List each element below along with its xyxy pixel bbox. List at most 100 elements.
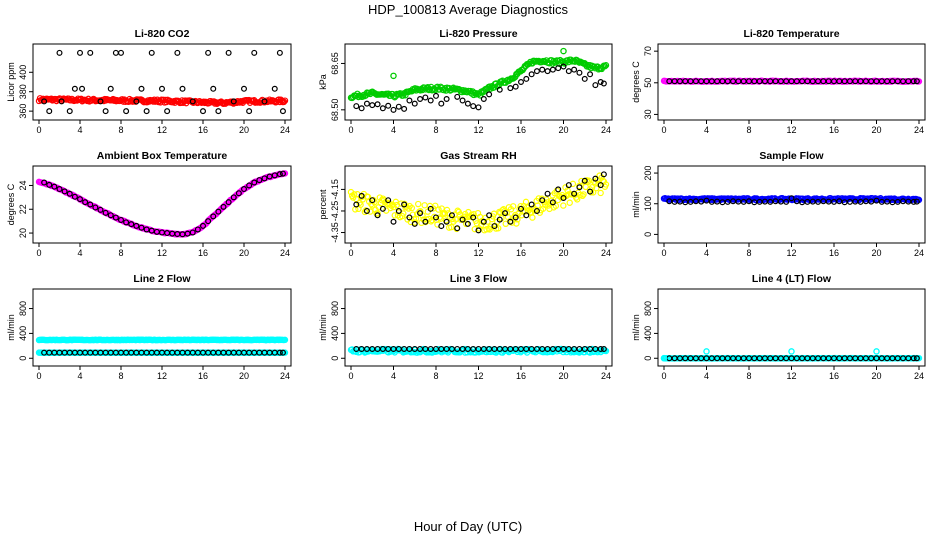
data-point <box>279 349 286 356</box>
x-tick-label: 24 <box>914 371 924 381</box>
data-point <box>507 85 514 92</box>
data-point <box>491 223 498 230</box>
data-point <box>565 182 572 189</box>
y-tick-label: 22 <box>18 204 28 214</box>
data-point <box>392 198 400 206</box>
y-tick-label: 800 <box>643 301 653 316</box>
data-point <box>385 197 392 204</box>
data-point <box>112 49 119 56</box>
plot-frame <box>32 43 292 121</box>
data-point <box>251 49 258 56</box>
x-tick-label: 12 <box>473 125 483 135</box>
x-tick-label: 8 <box>433 248 438 258</box>
y-tick-label: -4.15 <box>330 179 340 200</box>
data-point <box>417 95 424 102</box>
data-point <box>555 65 562 72</box>
data-point <box>408 204 416 212</box>
data-point <box>584 178 592 186</box>
x-tick-label: 8 <box>746 371 751 381</box>
x-tick-label: 0 <box>36 125 41 135</box>
x-tick-label: 8 <box>118 371 123 381</box>
series-averages <box>666 195 920 206</box>
data-point <box>433 92 440 99</box>
x-tick-label: 4 <box>704 371 709 381</box>
data-point <box>79 85 86 92</box>
data-point <box>421 202 428 209</box>
data-point <box>443 95 450 102</box>
y-tick-label: 24 <box>18 180 28 190</box>
data-point <box>471 225 478 233</box>
data-point <box>424 208 432 215</box>
data-point <box>783 198 790 205</box>
x-tick-label: 16 <box>829 125 839 135</box>
data-point <box>41 98 48 105</box>
data-point <box>470 103 477 110</box>
x-tick-label: 12 <box>786 125 796 135</box>
data-point <box>523 75 530 82</box>
data-point <box>486 91 493 98</box>
data-point <box>549 199 556 206</box>
x-tick-label: 0 <box>348 125 353 135</box>
data-layer <box>660 77 923 85</box>
data-point <box>179 85 186 92</box>
y-tick-label: 800 <box>330 301 340 316</box>
data-point <box>374 210 381 217</box>
series-averages <box>353 63 607 113</box>
data-point <box>138 224 145 231</box>
data-point <box>910 355 917 362</box>
data-point <box>589 189 597 196</box>
data-point <box>374 212 381 219</box>
data-point <box>102 209 109 216</box>
data-point <box>544 68 551 75</box>
data-point <box>117 49 124 56</box>
data-point <box>422 94 429 101</box>
data-point <box>517 78 524 85</box>
data-point <box>560 63 567 70</box>
data-point <box>435 206 442 213</box>
x-tick-label: 4 <box>77 371 82 381</box>
data-point <box>417 210 424 217</box>
data-point <box>523 212 530 219</box>
data-point <box>241 85 248 92</box>
x-tick-label: 8 <box>433 371 438 381</box>
data-point <box>592 82 599 89</box>
data-point <box>390 106 397 113</box>
data-point <box>698 198 705 205</box>
data-point <box>836 198 843 205</box>
data-point <box>480 218 487 225</box>
y-tick-label: 50 <box>643 78 653 88</box>
data-point <box>512 214 519 221</box>
x-tick-label: 4 <box>391 125 396 135</box>
data-point <box>261 98 268 105</box>
data-point <box>454 93 461 100</box>
x-tick-label: 24 <box>280 248 290 258</box>
plot-frame <box>657 165 926 244</box>
series-extra <box>390 47 567 80</box>
data-point <box>873 197 880 204</box>
y-tick-label: 0 <box>18 356 28 361</box>
data-point <box>579 192 586 200</box>
panel-title: Line 4 (LT) Flow <box>752 273 832 285</box>
data-point <box>46 181 53 188</box>
series-continuous <box>35 170 289 238</box>
data-point <box>369 197 376 204</box>
x-tick-label: 12 <box>786 248 796 258</box>
data-point <box>117 216 124 223</box>
data-point <box>97 206 104 213</box>
data-point <box>87 49 94 56</box>
x-tick-label: 12 <box>157 248 167 258</box>
data-point <box>601 63 609 70</box>
data-point <box>246 182 253 189</box>
data-point <box>703 197 710 204</box>
data-point <box>411 100 418 107</box>
data-point <box>459 97 466 104</box>
data-point <box>395 207 402 214</box>
data-point <box>422 218 429 225</box>
x-tick-label: 20 <box>871 371 881 381</box>
series-averages <box>353 171 607 234</box>
data-point <box>261 175 268 182</box>
data-point <box>432 202 439 209</box>
series-averages <box>666 78 920 85</box>
data-point <box>528 71 535 78</box>
